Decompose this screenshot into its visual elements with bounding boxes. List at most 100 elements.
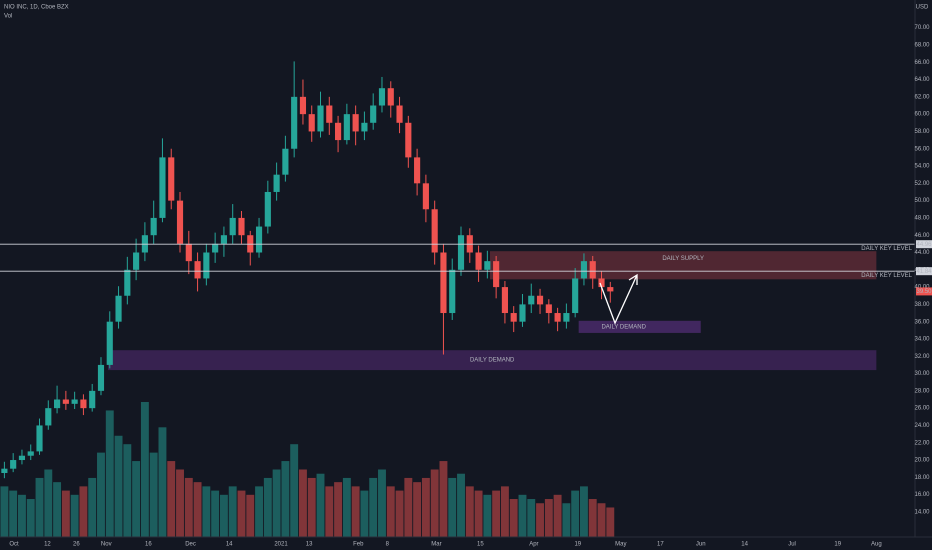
price-box: [916, 240, 932, 249]
x-tick-label: Apr: [529, 542, 538, 548]
volume-bar: [61, 490, 70, 537]
volume-bar: [395, 490, 404, 537]
y-tick-label: 14.00: [914, 510, 930, 516]
candle-body: [326, 105, 333, 123]
volume-bar: [483, 494, 492, 537]
volume-bar: [448, 477, 457, 537]
x-tick-label: 2021: [274, 542, 288, 548]
volume-bar: [325, 486, 334, 537]
volume-bar: [79, 486, 88, 537]
candle-body: [45, 408, 52, 426]
y-tick-label: 20.00: [914, 458, 930, 464]
volume-bar: [342, 477, 351, 537]
candle-body: [598, 278, 605, 288]
candle-body: [18, 455, 26, 461]
zone: [578, 320, 701, 333]
volume-bar: [465, 486, 474, 537]
candle-body: [449, 269, 456, 314]
y-tick-label: 32.00: [914, 354, 930, 360]
x-tick-label: 12: [44, 542, 51, 548]
volume-bar: [597, 503, 606, 537]
volume-bar: [70, 494, 79, 537]
volume-bar: [44, 469, 53, 537]
volume-bar: [272, 469, 281, 537]
y-tick-label: 64.00: [914, 77, 930, 83]
volume-bar: [421, 477, 430, 537]
y-tick-label: 46.00: [914, 233, 930, 239]
volume-bar: [114, 435, 123, 537]
x-tick-label: 15: [477, 542, 484, 548]
volume-bar: [88, 477, 97, 537]
volume-bar: [176, 469, 184, 537]
candle-body: [176, 200, 184, 244]
volume-bar: [105, 410, 114, 537]
volume-bar: [316, 473, 325, 537]
y-tick-label: 52.00: [914, 181, 930, 187]
candle-body: [317, 105, 324, 132]
volume-bar: [492, 490, 501, 537]
candle-body: [501, 287, 508, 314]
last-price-label: 39.50: [916, 289, 932, 295]
y-tick-label: 54.00: [914, 164, 930, 170]
candle-body: [168, 157, 175, 201]
candle-body: [536, 295, 544, 305]
x-tick-label: 19: [834, 542, 841, 548]
candle-body: [194, 261, 201, 279]
volume-bar: [167, 461, 176, 537]
candle-body: [229, 217, 236, 236]
volume-bar: [202, 486, 211, 537]
volume-bar: [439, 461, 448, 537]
x-tick-label: 14: [741, 542, 748, 548]
candle-body: [238, 217, 245, 236]
candle-body: [89, 390, 96, 409]
y-tick-label: 38.00: [914, 302, 930, 308]
candle-body: [291, 96, 298, 149]
candle-body: [106, 321, 113, 365]
candle-body: [133, 252, 140, 270]
projection-arrow: [599, 273, 638, 325]
y-tick-label: 66.00: [914, 60, 930, 66]
y-tick-label: 50.00: [914, 198, 930, 204]
volume-bar: [527, 499, 536, 537]
candle-body: [124, 269, 131, 296]
volume-bar: [290, 444, 299, 537]
candle-body: [396, 105, 403, 123]
y-tick-label: 56.00: [914, 146, 930, 152]
volume-bar: [457, 473, 465, 537]
y-tick-label: 34.00: [914, 337, 930, 343]
volume-bar: [562, 503, 571, 537]
y-tick-label: 48.00: [914, 215, 930, 221]
candle-body: [528, 295, 535, 305]
y-tick-label: 16.00: [914, 492, 930, 498]
x-tick-label: 14: [226, 542, 233, 548]
x-tick-label: 19: [574, 542, 581, 548]
volume-bar: [123, 444, 132, 537]
volume-bar: [18, 494, 26, 537]
volume-bar: [237, 490, 246, 537]
volume-bar: [298, 469, 307, 537]
candle-body: [62, 399, 69, 404]
candle-body: [115, 295, 122, 322]
volume-bar: [369, 477, 378, 537]
volume-bar: [158, 427, 167, 537]
zone-label: DAILY DEMAND: [470, 358, 515, 364]
volume-bar: [97, 452, 105, 537]
candle-body: [607, 287, 614, 292]
volume-bar: [474, 490, 483, 537]
zone-label: DAILY SUPPLY: [662, 256, 704, 262]
volume-bar: [219, 494, 228, 537]
candle-body: [405, 122, 412, 158]
candle-body: [299, 96, 307, 115]
x-tick-label: May: [615, 542, 626, 548]
candle-body: [220, 235, 227, 244]
price-box-label: 41.84: [916, 269, 932, 275]
candle-body: [378, 88, 386, 106]
volume-bar: [404, 477, 413, 537]
candle-body: [387, 88, 394, 106]
candle-body: [563, 313, 570, 322]
candle-body: [554, 313, 561, 322]
key-level-label: DAILY KEY LEVEL: [861, 273, 912, 279]
volume-bar: [246, 494, 255, 537]
volume-bar: [149, 452, 158, 537]
